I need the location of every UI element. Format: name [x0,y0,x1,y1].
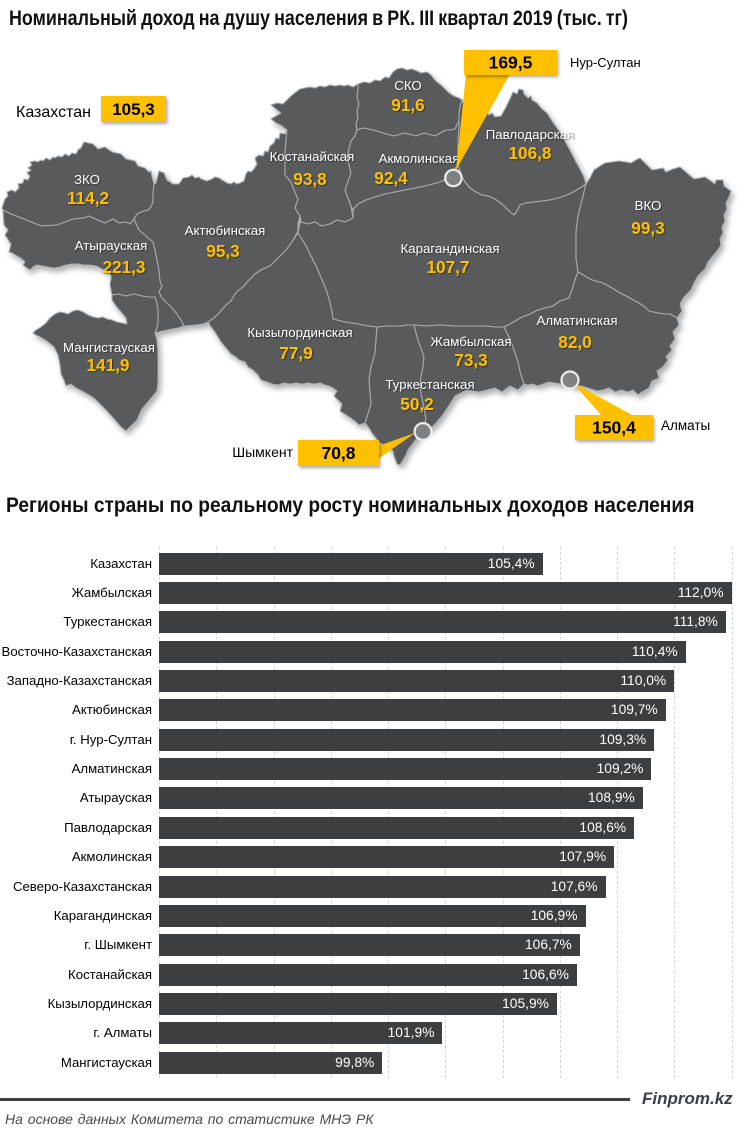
svg-text:Жамбылская: Жамбылская [430,334,511,349]
svg-text:150,4: 150,4 [592,418,636,438]
svg-text:73,3: 73,3 [454,350,487,370]
svg-text:106,8: 106,8 [508,143,551,163]
svg-text:107,7: 107,7 [426,257,469,277]
svg-text:ЗКО: ЗКО [74,172,100,187]
svg-text:Актюбинская: Актюбинская [185,223,266,238]
svg-text:114,2: 114,2 [67,188,109,208]
svg-text:Павлодарская: Павлодарская [486,127,575,142]
svg-text:141,9: 141,9 [86,355,129,375]
svg-text:Шымкент: Шымкент [232,444,293,460]
svg-text:221,3: 221,3 [102,257,145,277]
svg-text:Казахстан: Казахстан [16,104,91,121]
svg-text:Нур-Султан: Нур-Султан [570,55,641,70]
svg-text:169,5: 169,5 [489,53,533,73]
svg-text:50,2: 50,2 [400,394,433,414]
svg-text:92,4: 92,4 [374,168,408,188]
svg-text:Алматы: Алматы [661,418,710,433]
svg-text:99,3: 99,3 [631,218,664,238]
svg-text:Костанайская: Костанайская [270,149,355,164]
svg-text:105,3: 105,3 [112,100,155,119]
svg-text:Атырауская: Атырауская [75,238,148,253]
svg-text:91,6: 91,6 [391,95,424,115]
svg-text:Мангистауская: Мангистауская [63,340,155,355]
svg-text:Кызылординская: Кызылординская [247,325,352,340]
svg-text:Акмолинская: Акмолинская [379,151,460,166]
svg-text:СКО: СКО [394,78,422,93]
svg-text:Карагандинская: Карагандинская [400,241,499,256]
svg-text:Алматинская: Алматинская [536,313,617,328]
svg-text:Туркестанская: Туркестанская [385,377,474,392]
svg-text:93,8: 93,8 [293,169,327,189]
svg-text:70,8: 70,8 [321,443,355,463]
svg-text:95,3: 95,3 [206,241,239,261]
svg-text:ВКО: ВКО [635,198,662,213]
svg-text:82,0: 82,0 [558,332,591,352]
svg-text:77,9: 77,9 [279,343,312,363]
